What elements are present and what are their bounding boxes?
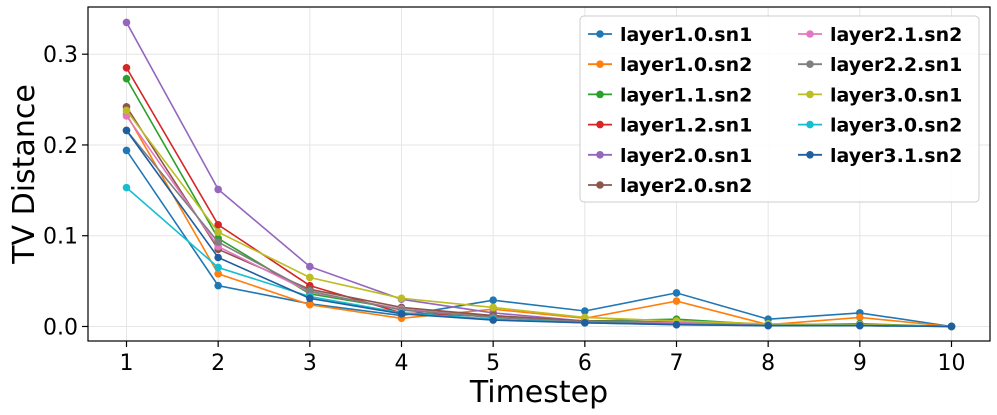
legend-label: layer3.0.sn1 [830, 84, 962, 106]
x-tick-label: 9 [853, 351, 867, 376]
data-point [214, 270, 222, 278]
data-point [947, 322, 956, 331]
legend-label: layer2.2.sn1 [830, 54, 962, 76]
x-axis-label: Timestep [469, 375, 608, 410]
legend-swatch-marker [596, 30, 604, 38]
legend-label: layer2.0.sn1 [620, 145, 752, 167]
legend-item: layer3.0.sn2 [798, 115, 962, 137]
legend-swatch-marker [596, 151, 604, 159]
data-point [122, 64, 131, 72]
x-tick-label: 8 [761, 351, 775, 376]
data-point [764, 321, 772, 330]
x-tick-label: 6 [578, 351, 592, 376]
data-point [122, 146, 131, 155]
legend-label: layer3.0.sn2 [830, 115, 962, 137]
y-axis-ticks: 0.0 0.1 0.2 0.3 [43, 43, 88, 340]
data-point [581, 319, 589, 327]
legend: layer1.0.sn1 layer1.0.sn2 layer1.1.sn2 laye… [579, 15, 980, 203]
legend-label: layer1.2.sn1 [620, 115, 752, 137]
data-point [856, 321, 864, 330]
y-tick-label: 0.0 [43, 315, 78, 340]
x-tick-label: 2 [211, 351, 225, 376]
data-point [581, 307, 589, 315]
legend-swatch-marker [806, 90, 814, 99]
data-point [397, 294, 406, 303]
legend-swatch-marker [596, 181, 604, 189]
series-layer3.1.sn2 [122, 126, 956, 331]
data-point [214, 185, 222, 194]
series-line [125, 129, 952, 328]
x-tick-label: 1 [120, 351, 134, 376]
data-point [672, 297, 681, 305]
legend-label: layer2.1.sn2 [830, 24, 962, 46]
x-tick-label: 4 [395, 351, 409, 376]
series-line [125, 149, 952, 328]
series-layer [122, 18, 956, 331]
data-point [122, 126, 131, 135]
x-tick-label: 5 [486, 351, 500, 376]
legend-item: layer1.0.sn1 [588, 24, 752, 46]
legend-swatch-marker [596, 90, 604, 99]
y-axis-label: TV Distance [7, 84, 42, 265]
legend-box [579, 15, 980, 203]
data-point [214, 228, 222, 236]
data-point [489, 303, 497, 312]
data-point [397, 309, 406, 318]
legend-item: layer1.1.sn2 [588, 84, 752, 106]
data-point [856, 313, 864, 322]
legend-item: layer2.0.sn1 [588, 145, 752, 167]
data-point [581, 313, 589, 322]
y-tick-label: 0.1 [43, 225, 78, 250]
legend-swatch-marker [806, 30, 814, 38]
legend-label: layer1.0.sn1 [620, 24, 752, 46]
plot-frame [87, 6, 991, 342]
data-point [306, 294, 314, 303]
data-point [214, 263, 222, 272]
data-point [672, 289, 681, 297]
data-point [489, 296, 497, 304]
data-point [122, 18, 131, 27]
legend-label: layer1.1.sn2 [620, 84, 752, 106]
legend-swatch-marker [806, 120, 814, 129]
data-point [489, 316, 497, 324]
series-line [125, 113, 952, 328]
data-point [306, 273, 314, 282]
legend-item: layer3.0.sn1 [798, 84, 962, 106]
legend-item: layer2.2.sn1 [798, 54, 962, 76]
data-point [122, 183, 131, 192]
x-tick-label: 7 [670, 351, 684, 376]
data-point [672, 320, 681, 329]
legend-item: layer1.2.sn1 [588, 115, 752, 137]
x-axis-ticks: 1 2 3 4 5 6 7 8 9 10 [120, 341, 966, 376]
data-point [306, 300, 314, 309]
data-point [214, 281, 222, 290]
legend-item: layer1.0.sn2 [588, 54, 752, 76]
legend-swatch-marker [596, 60, 604, 68]
legend-label: layer1.0.sn2 [620, 54, 752, 76]
legend-item: layer3.1.sn2 [798, 145, 962, 167]
y-tick-label: 0.3 [43, 43, 78, 68]
data-point [306, 262, 314, 271]
x-tick-label: 3 [303, 351, 317, 376]
x-tick-label: 10 [938, 351, 966, 376]
data-point [214, 221, 222, 229]
legend-item: layer2.0.sn2 [588, 175, 752, 197]
y-tick-label: 0.2 [43, 134, 78, 159]
legend-swatch-marker [596, 120, 604, 129]
legend-label: layer3.1.sn2 [830, 145, 962, 167]
data-point [122, 74, 131, 83]
legend-swatch-marker [806, 151, 814, 159]
legend-item: layer2.1.sn2 [798, 24, 962, 46]
legend-label: layer2.0.sn2 [620, 175, 752, 197]
legend-swatch-marker [806, 60, 814, 68]
data-point [306, 287, 314, 295]
data-point [214, 253, 222, 262]
data-point [214, 238, 222, 246]
data-point [122, 106, 131, 115]
series-line [125, 110, 952, 328]
